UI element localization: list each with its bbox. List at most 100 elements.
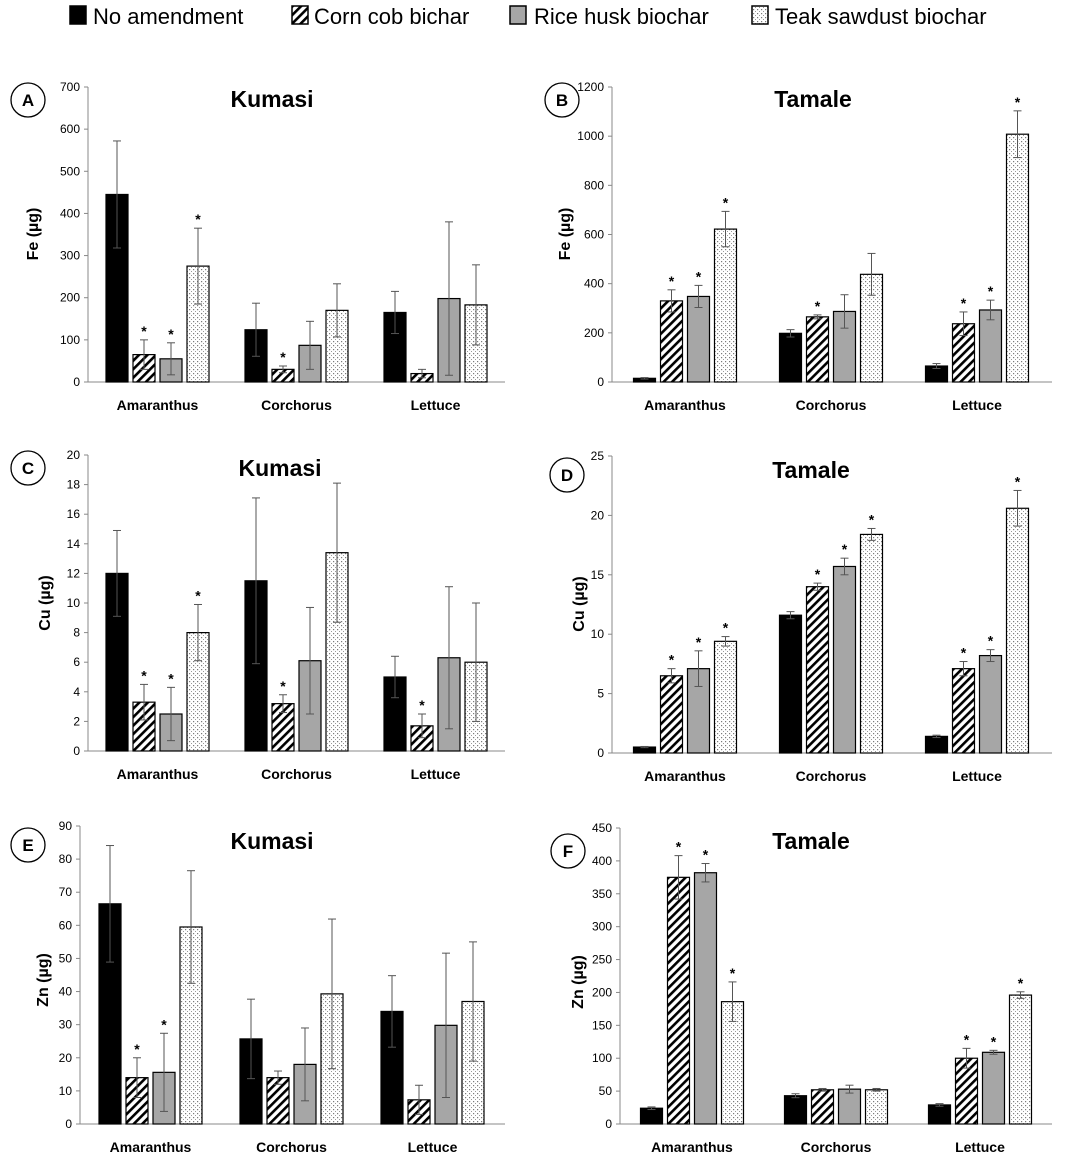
significance-marker-d: * xyxy=(723,620,729,636)
bar-f-no-amendment-corchorus xyxy=(783,1095,808,1125)
chart-title-a: Kumasi xyxy=(230,86,313,112)
legend-label-teak-sawdust: Teak sawdust biochar xyxy=(775,4,987,29)
y-tick-label-e: 10 xyxy=(59,1084,73,1098)
error-bar-f-teak-sawdust-lettuce xyxy=(1016,991,1025,999)
y-tick-label-e: 20 xyxy=(59,1051,73,1065)
panel-d: 0 5 10 15 20 25 D Tamale Cu (µg) Amaranthus * * * Cor… xyxy=(549,449,1052,784)
significance-marker-c: * xyxy=(141,667,147,683)
y-tick-label-c: 14 xyxy=(67,537,81,551)
error-bar-d-rice-husk-amaranthus xyxy=(694,650,703,687)
y-tick-label-b: 400 xyxy=(584,277,604,291)
y-tick-label-c: 6 xyxy=(73,655,80,669)
error-bar-c-teak-sawdust-lettuce xyxy=(472,602,480,722)
y-tick-label-f: 300 xyxy=(592,920,612,934)
error-bar-b-rice-husk-corchorus xyxy=(840,294,849,329)
y-tick-label-e: 30 xyxy=(59,1018,73,1032)
panel-f: 0 50 100 150 200 250 300 350 400 450 F Tamale Zn (µg… xyxy=(550,821,1052,1155)
y-tick-label-b: 200 xyxy=(584,326,604,340)
category-label-a: Amaranthus xyxy=(117,397,199,413)
legend-item-rice-husk: Rice husk biochar xyxy=(509,4,709,29)
significance-marker-c: * xyxy=(168,670,174,686)
panel-label-circle-e xyxy=(10,827,46,863)
panel-label-circle-d xyxy=(549,457,585,493)
bar-f-corn-cob-amaranthus xyxy=(666,876,691,1125)
error-bar-c-corn-cob-amaranthus xyxy=(140,683,148,721)
y-tick-label-b: 1200 xyxy=(577,80,604,94)
error-bar-e-teak-sawdust-lettuce xyxy=(469,941,477,1062)
error-bar-d-corn-cob-corchorus xyxy=(813,582,822,591)
significance-marker-d: * xyxy=(988,633,994,649)
bar-f-rice-husk-lettuce xyxy=(981,1051,1006,1125)
error-bar-e-corn-cob-lettuce xyxy=(415,1084,423,1115)
y-tick-label-a: 700 xyxy=(60,80,80,94)
bar-d-corn-cob-amaranthus xyxy=(659,675,684,754)
error-bar-f-corn-cob-amaranthus xyxy=(674,855,683,900)
chart-title-d: Tamale xyxy=(772,457,850,483)
error-bar-c-no-amendment-corchorus xyxy=(252,497,260,665)
significance-marker-d: * xyxy=(696,634,702,650)
significance-marker-f: * xyxy=(730,965,736,981)
y-tick-label-a: 500 xyxy=(60,164,80,178)
legend-swatch-corn-cob xyxy=(291,5,309,25)
bar-f-corn-cob-corchorus xyxy=(810,1089,835,1125)
error-bar-f-corn-cob-corchorus xyxy=(818,1087,827,1092)
bar-d-no-amendment-corchorus xyxy=(778,614,803,754)
y-tick-label-f: 400 xyxy=(592,854,612,868)
error-bar-e-rice-husk-corchorus xyxy=(301,1027,309,1102)
legend-swatch-no-amendment xyxy=(69,5,87,25)
bar-f-rice-husk-amaranthus xyxy=(693,872,718,1125)
y-axis-label-a: Fe (µg) xyxy=(25,208,42,261)
error-bar-b-corn-cob-corchorus xyxy=(813,314,822,320)
error-bar-b-teak-sawdust-corchorus xyxy=(867,252,876,296)
bar-d-corn-cob-lettuce xyxy=(951,668,976,754)
y-tick-label-f: 250 xyxy=(592,953,612,967)
category-label-c: Amaranthus xyxy=(117,766,199,782)
significance-marker-a: * xyxy=(280,349,286,365)
category-label-a: Lettuce xyxy=(411,397,461,413)
error-bar-f-no-amendment-amaranthus xyxy=(647,1106,656,1111)
panel-a: 0 100 200 300 400 500 600 700 A Kumasi Fe (µg) Amar… xyxy=(10,80,505,413)
error-bar-e-teak-sawdust-corchorus xyxy=(328,918,336,1070)
y-tick-label-e: 90 xyxy=(59,819,73,833)
error-bar-d-corn-cob-amaranthus xyxy=(667,668,676,684)
bar-d-no-amendment-lettuce xyxy=(924,735,949,754)
error-bar-a-teak-sawdust-lettuce xyxy=(472,264,480,346)
y-tick-label-e: 80 xyxy=(59,852,73,866)
significance-marker-a: * xyxy=(195,211,201,227)
error-bar-a-corn-cob-corchorus xyxy=(279,365,287,374)
significance-marker-d: * xyxy=(869,511,875,527)
error-bar-a-teak-sawdust-amaranthus xyxy=(194,227,202,305)
error-bar-d-no-amendment-amaranthus xyxy=(640,745,649,749)
legend-label-corn-cob: Corn cob bichar xyxy=(314,4,469,29)
bar-f-no-amendment-amaranthus xyxy=(639,1107,664,1125)
bar-d-corn-cob-corchorus xyxy=(805,586,830,754)
category-label-b: Amaranthus xyxy=(644,397,726,413)
panel-c: 0 2 4 6 8 10 12 14 16 18 20 C Kumasi Cu (µg) Amaranthu… xyxy=(10,448,505,782)
bar-b-teak-sawdust-amaranthus xyxy=(713,228,738,383)
error-bar-a-no-amendment-lettuce xyxy=(391,290,399,335)
significance-marker-b: * xyxy=(815,298,821,314)
y-tick-label-c: 18 xyxy=(67,478,81,492)
legend-label-rice-husk: Rice husk biochar xyxy=(534,4,709,29)
bar-b-corn-cob-amaranthus xyxy=(659,300,684,383)
significance-marker-f: * xyxy=(703,847,709,863)
significance-marker-c: * xyxy=(195,587,201,603)
significance-marker-d: * xyxy=(669,652,675,668)
panel-label-a: A xyxy=(22,91,34,110)
significance-marker-f: * xyxy=(676,839,682,855)
significance-marker-b: * xyxy=(696,268,702,284)
significance-marker-f: * xyxy=(991,1033,997,1049)
significance-marker-f: * xyxy=(964,1031,970,1047)
category-label-f: Amaranthus xyxy=(651,1139,733,1155)
y-tick-label-f: 50 xyxy=(599,1084,613,1098)
error-bar-a-teak-sawdust-corchorus xyxy=(333,283,341,338)
category-label-d: Lettuce xyxy=(952,768,1002,784)
y-tick-label-f: 350 xyxy=(592,887,612,901)
error-bar-a-corn-cob-amaranthus xyxy=(140,339,148,370)
error-bar-c-rice-husk-amaranthus xyxy=(167,686,175,742)
y-tick-label-a: 300 xyxy=(60,249,80,263)
error-bar-f-teak-sawdust-corchorus xyxy=(872,1087,881,1092)
legend-item-no-amendment: No amendment xyxy=(69,4,243,29)
y-tick-label-b: 0 xyxy=(597,375,604,389)
significance-marker-f: * xyxy=(1018,975,1024,991)
